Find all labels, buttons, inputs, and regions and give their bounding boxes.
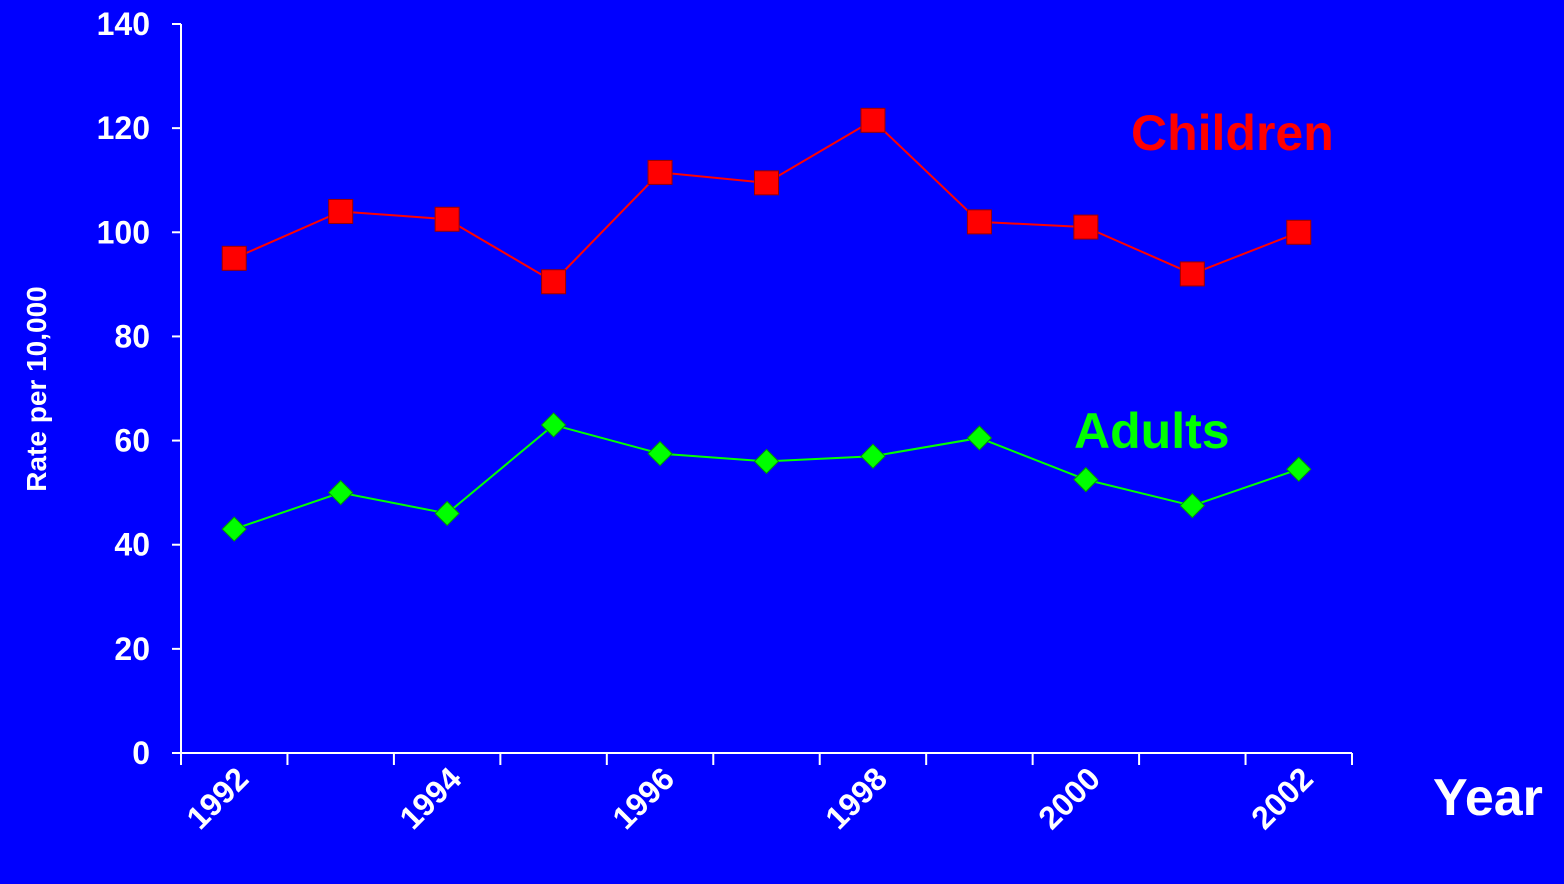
data-point-adults: [966, 425, 993, 451]
data-point-children: [541, 269, 567, 295]
y-tick-label: 80: [114, 318, 150, 354]
y-tick-label: 120: [97, 110, 150, 146]
x-tick-label: 1996: [605, 760, 681, 836]
series-label-children: Children: [1131, 105, 1334, 161]
series-group: [221, 107, 1312, 542]
series-label-adults: Adults: [1074, 403, 1230, 459]
x-tick-label: 2002: [1244, 760, 1320, 836]
y-tick-label: 40: [114, 527, 150, 563]
series-children: [221, 107, 1312, 295]
series-adults: [221, 412, 1312, 542]
data-point-adults: [1179, 492, 1206, 519]
data-point-children: [1073, 214, 1099, 240]
data-point-children: [754, 170, 779, 196]
x-axis-label: Year: [1433, 769, 1543, 827]
labels-group: Rate per 10,000 Year Children Adults: [21, 105, 1543, 827]
x-tick-label: 2000: [1031, 760, 1107, 836]
x-tick-label: 1992: [180, 760, 256, 836]
data-point-children: [860, 107, 886, 133]
y-tick-label: 20: [114, 631, 150, 667]
y-tick-label: 100: [97, 214, 150, 250]
x-tick-label: 1994: [392, 760, 468, 836]
data-point-children: [221, 245, 247, 271]
data-point-adults: [647, 440, 673, 467]
y-tick-label: 60: [114, 423, 150, 459]
data-point-adults: [753, 448, 780, 475]
data-point-children: [434, 206, 460, 232]
x-tick-label: 1998: [818, 760, 894, 836]
data-point-adults: [221, 516, 247, 542]
data-point-children: [966, 209, 992, 235]
data-point-children: [1286, 219, 1312, 245]
data-point-adults: [1073, 466, 1099, 493]
data-point-adults: [327, 479, 354, 506]
data-point-children: [328, 198, 354, 224]
data-point-children: [647, 159, 673, 185]
y-tick-label: 140: [97, 6, 150, 42]
data-point-children: [1179, 261, 1205, 287]
data-point-adults: [434, 500, 460, 527]
y-axis-label: Rate per 10,000: [21, 286, 52, 491]
data-point-adults: [860, 443, 886, 469]
data-point-adults: [1286, 456, 1312, 482]
y-tick-label: 0: [132, 735, 150, 771]
data-point-adults: [540, 412, 567, 438]
